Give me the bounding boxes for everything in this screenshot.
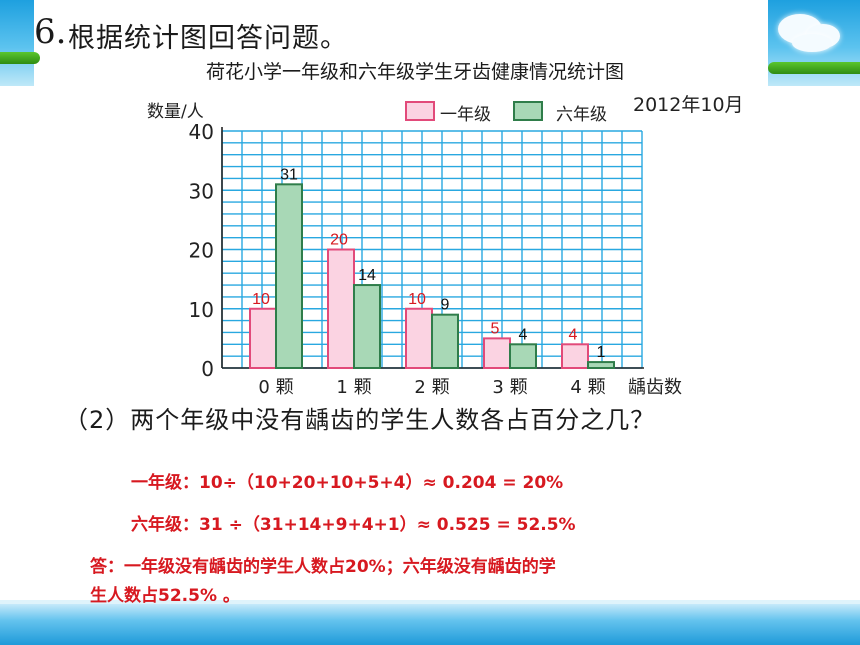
data-label-grade6: 1 xyxy=(597,344,606,361)
answer-conclusion-line1: 答：一年级没有龋齿的学生人数占20%；六年级没有龋齿的学 xyxy=(90,557,556,577)
data-label-grade1: 10 xyxy=(252,291,270,308)
y-tick-label: 0 xyxy=(201,357,214,381)
legend-label-grade6: 六年级 xyxy=(556,105,607,125)
answer-grade6: 六年级：31 ÷（31+14+9+4+1）≈ 0.525 = 52.5% xyxy=(131,515,576,535)
bar-grade1 xyxy=(249,307,277,369)
bottom-banner xyxy=(0,604,860,645)
data-label-grade6: 14 xyxy=(358,267,376,284)
legend-swatch-grade6 xyxy=(513,101,543,121)
chart-date: 2012年10月 xyxy=(633,94,744,116)
y-tick-label: 30 xyxy=(189,179,214,203)
bar-grade6 xyxy=(275,183,303,369)
x-tick-label: 3 颗 xyxy=(492,377,527,398)
x-tick-label: 2 颗 xyxy=(414,377,449,398)
chart-title: 荷花小学一年级和六年级学生牙齿健康情况统计图 xyxy=(205,61,624,83)
legend-label-grade1: 一年级 xyxy=(440,105,491,125)
y-tick-label: 40 xyxy=(189,120,214,144)
data-label-grade1: 20 xyxy=(330,232,348,249)
header-panel xyxy=(34,0,768,86)
y-tick-label: 10 xyxy=(189,298,214,322)
bar-grade6 xyxy=(587,361,615,370)
legend-swatch-grade1 xyxy=(405,101,435,121)
bar-grade1 xyxy=(405,307,433,369)
cloud-decoration xyxy=(792,34,832,52)
bar-grade1 xyxy=(561,343,589,369)
right-green-stripe xyxy=(768,62,860,74)
left-green-stripe xyxy=(0,52,40,64)
bar-grade1 xyxy=(483,337,511,369)
data-label-grade6: 31 xyxy=(280,166,298,183)
question-number: 6. xyxy=(34,12,67,52)
y-axis-label: 数量/人 xyxy=(147,102,204,122)
bar-grade1 xyxy=(327,248,355,369)
answer-grade1: 一年级：10÷（10+20+10+5+4）≈ 0.204 = 20% xyxy=(131,473,564,493)
y-tick-label: 20 xyxy=(189,239,214,263)
bottom-divider xyxy=(0,600,860,604)
data-label-grade1: 4 xyxy=(569,326,578,343)
bar-grade6 xyxy=(431,313,459,369)
bar-grade6 xyxy=(353,284,381,369)
chart-title-wrap: 荷花小学一年级和六年级学生牙齿健康情况统计图 xyxy=(0,57,860,84)
data-label-grade1: 5 xyxy=(491,320,500,337)
data-label-grade1: 10 xyxy=(408,291,426,308)
bar-grade6 xyxy=(509,343,537,369)
data-label-grade6: 4 xyxy=(519,326,528,343)
x-tick-label: 1 颗 xyxy=(336,377,371,398)
answer-conclusion-line2: 生人数占52.5% 。 xyxy=(90,586,240,606)
question-title: 根据统计图回答问题。 xyxy=(68,23,348,54)
x-tick-label: 0 颗 xyxy=(258,377,293,398)
data-label-grade6: 9 xyxy=(441,297,450,314)
sub-question: （2）两个年级中没有龋齿的学生人数各占百分之几？ xyxy=(64,406,656,434)
x-axis-label: 龋齿数 xyxy=(628,377,682,398)
x-tick-label: 4 颗 xyxy=(570,377,605,398)
